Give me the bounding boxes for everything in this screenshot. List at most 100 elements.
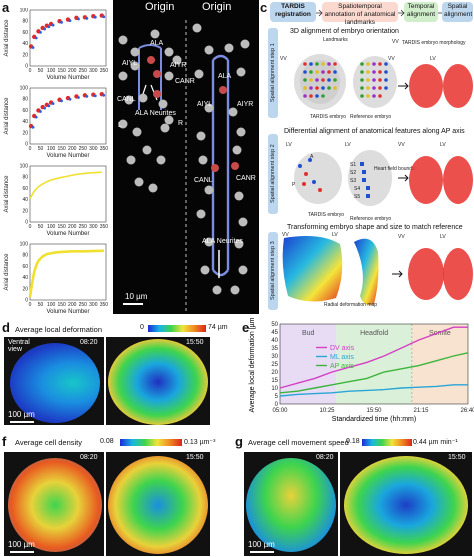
- landmark-dot: [302, 182, 306, 186]
- x-tick-label: 300: [89, 224, 98, 230]
- panel-f-cb-min: 0.08: [100, 438, 114, 445]
- y-tick-label: 40: [271, 338, 278, 344]
- panel-d-t1: 08:20: [80, 339, 98, 346]
- data-point: [77, 17, 80, 21]
- landmark-dot: [384, 86, 388, 90]
- panel-f-scale-bar: [10, 551, 34, 553]
- landmark-dot: [308, 158, 312, 162]
- x-tick-label: 250: [79, 302, 88, 308]
- panel-d-image-2: [106, 337, 210, 425]
- nucleus-spot: [238, 265, 248, 275]
- nucleus-spot: [240, 39, 250, 49]
- nucleus-spot: [134, 177, 144, 187]
- data-point: [77, 96, 80, 99]
- x-axis-label: Volume Number: [46, 309, 89, 315]
- panel-f-letter: f: [2, 434, 7, 449]
- step2-title: Differential alignment of anatomical fea…: [284, 128, 465, 135]
- panel-b-title-left: Origin: [145, 1, 175, 13]
- panel-f-colorbar: [120, 439, 182, 446]
- landmark-dot: [327, 62, 331, 66]
- y-tick-label: 50: [271, 322, 278, 328]
- landmark-dot: [315, 62, 319, 66]
- landmark-dot: [315, 94, 319, 98]
- y-tick-label: 15: [271, 378, 278, 384]
- landmark-dot: [327, 78, 331, 82]
- landmark-dot: [360, 94, 364, 98]
- landmark-dot: [333, 62, 337, 66]
- y-tick-label: 80: [22, 97, 28, 103]
- svg-text:LV: LV: [430, 56, 436, 62]
- neuron-highlight: [211, 164, 219, 172]
- data-line: [29, 171, 102, 199]
- landmark-dot: [366, 70, 370, 74]
- x-tick-label: 100: [47, 302, 56, 308]
- x-tick-label: 200: [68, 68, 77, 74]
- data-point: [31, 46, 35, 49]
- y-tick-label: 100: [20, 164, 29, 170]
- svg-text:VV: VV: [398, 234, 405, 240]
- x-tick-label: 250: [79, 68, 88, 74]
- panel-f-image-1: [4, 452, 104, 556]
- y-tick-label: 0: [275, 402, 279, 408]
- step2-illustration: LV LV P A S1 S2 S3 S4 S5 Heart field bou…: [286, 142, 473, 222]
- step3-title: Transforming embryo shape and size to ma…: [287, 224, 463, 231]
- step3-illustration: VV LV Radial deformation map VV LV: [282, 232, 473, 308]
- x-tick-label: 300: [89, 146, 98, 152]
- landmark-dot: [298, 164, 302, 168]
- panel-c-letter: c: [260, 0, 268, 15]
- svg-text:P: P: [292, 182, 296, 188]
- data-point: [102, 93, 106, 97]
- svg-text:TARDIS embryo morphology: TARDIS embryo morphology: [402, 40, 466, 46]
- nucleus-spot: [126, 155, 136, 165]
- flow-annotation: Spatiotemporal annotation of anatomical …: [322, 2, 398, 26]
- nucleus-spot: [158, 99, 168, 109]
- panel-d-cb-min: 0: [140, 324, 144, 331]
- series-line: [279, 326, 468, 389]
- y-axis-label: Average local deformation [µm]: [249, 318, 256, 412]
- x-tick-label: 0: [29, 68, 32, 74]
- panel-d-scale-bar: [10, 421, 34, 423]
- data-point: [68, 19, 72, 23]
- flow-arrows: [316, 9, 442, 17]
- data-point: [39, 31, 42, 34]
- flow-spatial: Spatial alignment: [442, 2, 473, 22]
- nucleus-spot: [204, 185, 214, 195]
- data-point: [68, 97, 72, 101]
- heart-field-marker: [366, 186, 370, 190]
- panel-a-letter: a: [2, 0, 10, 15]
- x-tick-label: 200: [68, 302, 77, 308]
- landmark-dot: [333, 78, 337, 82]
- nucleus-spot: [230, 285, 240, 295]
- y-tick-label: 0: [25, 142, 28, 148]
- panel-g-image-2: [340, 452, 472, 556]
- svg-text:Radial deformation map: Radial deformation map: [324, 302, 377, 308]
- nucleus-spot: [118, 119, 128, 129]
- label-aiyr-right: AIYR: [237, 101, 254, 108]
- neuron-highlight: [147, 56, 155, 64]
- label-aiyl-right: AIYL: [197, 101, 213, 108]
- nucleus-spot: [236, 67, 246, 77]
- x-axis-label: Volume Number: [46, 231, 89, 237]
- x-tick-label: 250: [79, 224, 88, 230]
- nucleus-spot: [196, 209, 206, 219]
- panel-g-colorbar: [362, 439, 412, 446]
- nucleus-spot: [238, 217, 248, 227]
- heart-field-marker: [362, 178, 366, 182]
- data-point: [51, 23, 55, 27]
- series-line: [279, 384, 468, 397]
- panel-f-t1: 08:20: [80, 454, 98, 461]
- nucleus-spot: [130, 47, 140, 57]
- landmark-dot: [321, 78, 325, 82]
- landmark-dot: [309, 94, 313, 98]
- data-point: [34, 36, 38, 40]
- label-canl-right: CANL: [194, 177, 213, 184]
- svg-text:Reference embryo: Reference embryo: [350, 216, 391, 222]
- data-point: [34, 115, 38, 119]
- panel-d-colorbar: [148, 325, 206, 332]
- y-tick-label: 45: [271, 330, 278, 336]
- x-tick-label: 0: [29, 302, 32, 308]
- nucleus-spot: [118, 35, 128, 45]
- x-tick-label: 350: [100, 224, 109, 230]
- landmark-dot: [378, 62, 382, 66]
